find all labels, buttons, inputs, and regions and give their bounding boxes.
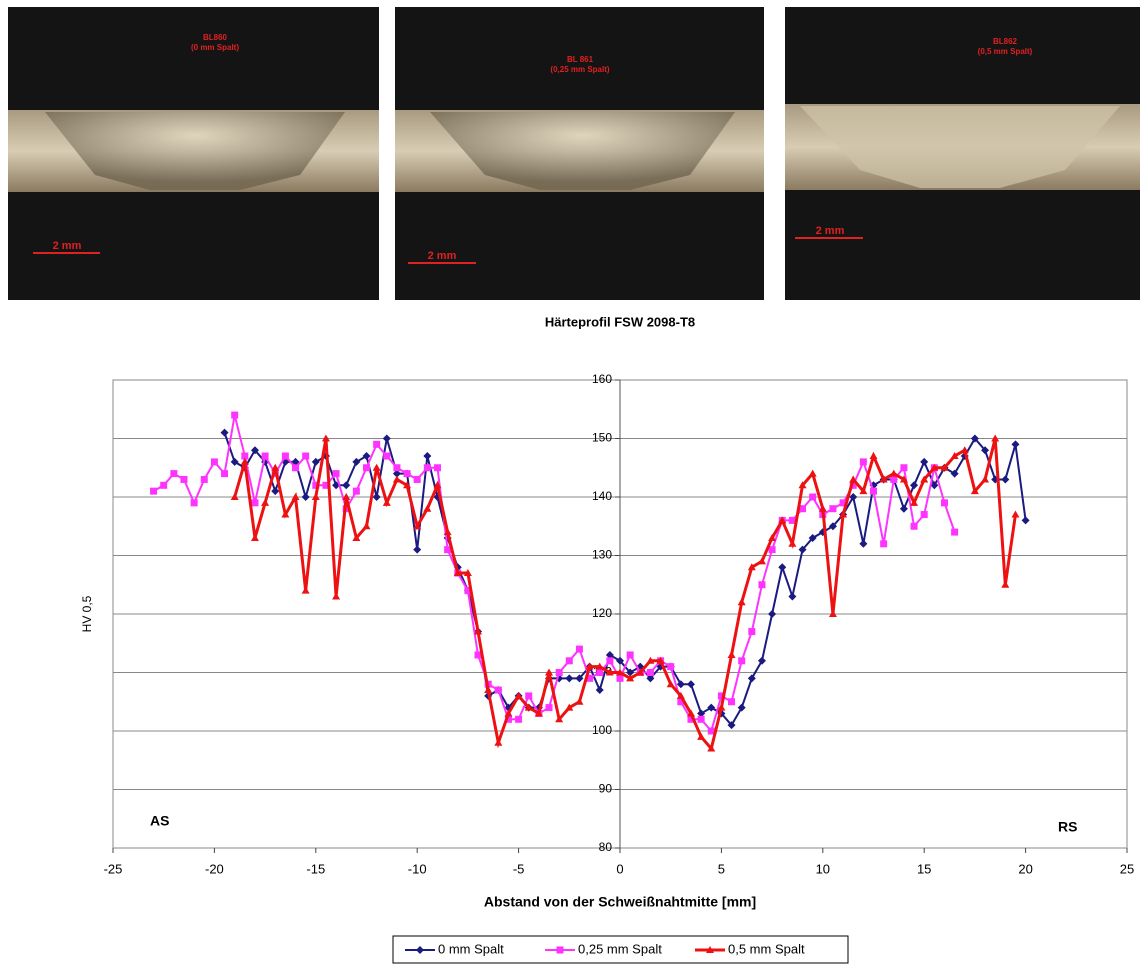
- point: [393, 464, 400, 471]
- annotation: RS: [1058, 819, 1077, 835]
- x-tick-label: 25: [1120, 861, 1134, 876]
- point: [373, 441, 380, 448]
- point: [890, 476, 897, 483]
- x-tick-label: -15: [306, 861, 325, 876]
- page: BL860(0 mm Spalt) 2 mm BL 861(0,25 mm Spal…: [0, 0, 1146, 965]
- y-axis-label: HV 0,5: [80, 595, 94, 632]
- point: [201, 476, 208, 483]
- point: [282, 453, 289, 460]
- point: [434, 464, 441, 471]
- image-caption: (0 mm Spalt): [191, 43, 239, 52]
- point: [515, 716, 522, 723]
- point: [302, 453, 309, 460]
- point: [566, 657, 573, 664]
- point: [860, 458, 867, 465]
- image-caption: (0,5 mm Spalt): [978, 47, 1033, 56]
- point: [738, 657, 745, 664]
- point: [292, 464, 299, 471]
- image-label: BL860: [203, 33, 228, 42]
- point: [191, 499, 198, 506]
- image-caption: (0,25 mm Spalt): [550, 65, 609, 74]
- y-tick-label: 140: [592, 489, 612, 503]
- image-label: BL862: [993, 37, 1018, 46]
- x-axis-label: Abstand von der Schweißnahtmitte [mm]: [484, 894, 756, 910]
- point: [748, 628, 755, 635]
- point: [414, 476, 421, 483]
- point: [251, 499, 258, 506]
- x-tick-label: -25: [104, 861, 123, 876]
- point: [495, 687, 502, 694]
- point: [363, 464, 370, 471]
- legend-label: 0 mm Spalt: [438, 941, 504, 956]
- point: [596, 669, 603, 676]
- scale-label: 2 mm: [428, 250, 457, 262]
- point: [606, 657, 613, 664]
- scale-label: 2 mm: [816, 225, 845, 237]
- point: [404, 470, 411, 477]
- point: [647, 669, 654, 676]
- y-tick-label: 160: [592, 372, 612, 386]
- point: [576, 646, 583, 653]
- point: [911, 523, 918, 530]
- point: [728, 698, 735, 705]
- point: [424, 464, 431, 471]
- point: [900, 464, 907, 471]
- image-label: BL 861: [567, 55, 594, 64]
- x-tick-label: 0: [616, 861, 623, 876]
- point: [829, 505, 836, 512]
- point: [557, 947, 564, 954]
- legend-label: 0,5 mm Spalt: [728, 941, 805, 956]
- annotation: AS: [150, 813, 169, 829]
- scale-label: 2 mm: [53, 240, 82, 252]
- point: [921, 511, 928, 518]
- y-tick-label: 80: [599, 840, 613, 854]
- point: [870, 488, 877, 495]
- point: [221, 470, 228, 477]
- x-tick-label: -5: [513, 861, 525, 876]
- point: [627, 651, 634, 658]
- x-tick-label: -10: [408, 861, 427, 876]
- point: [758, 581, 765, 588]
- chart-title: Härteprofil FSW 2098-T8: [545, 314, 695, 329]
- x-tick-label: -20: [205, 861, 224, 876]
- point: [525, 692, 532, 699]
- point: [262, 453, 269, 460]
- point: [383, 453, 390, 460]
- point: [160, 482, 167, 489]
- y-tick-label: 150: [592, 431, 612, 445]
- point: [211, 458, 218, 465]
- point: [941, 499, 948, 506]
- point: [667, 663, 674, 670]
- point: [698, 716, 705, 723]
- point: [231, 412, 238, 419]
- y-tick-label: 120: [592, 606, 612, 620]
- point: [170, 470, 177, 477]
- point: [809, 494, 816, 501]
- point: [353, 488, 360, 495]
- point: [617, 675, 624, 682]
- x-tick-label: 15: [917, 861, 931, 876]
- micrograph: [785, 7, 1140, 300]
- point: [333, 470, 340, 477]
- x-tick-label: 5: [718, 861, 725, 876]
- x-tick-label: 10: [816, 861, 830, 876]
- y-tick-label: 130: [592, 548, 612, 562]
- y-tick-label: 90: [599, 782, 613, 796]
- point: [880, 540, 887, 547]
- x-tick-label: 20: [1018, 861, 1032, 876]
- point: [951, 529, 958, 536]
- y-tick-label: 100: [592, 723, 612, 737]
- legend-label: 0,25 mm Spalt: [578, 941, 662, 956]
- point: [180, 476, 187, 483]
- point: [150, 488, 157, 495]
- point: [556, 669, 563, 676]
- point: [546, 704, 553, 711]
